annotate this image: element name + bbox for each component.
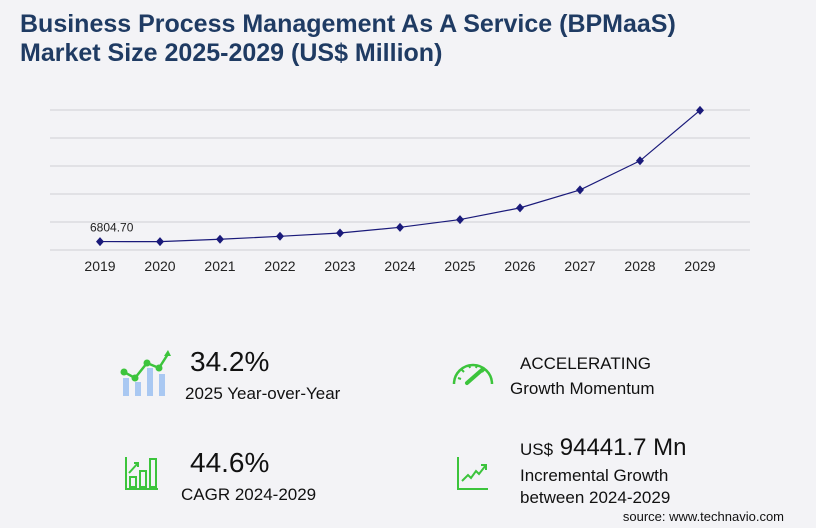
data-point-2024 xyxy=(396,222,404,232)
data-point-2027 xyxy=(576,185,584,195)
x-tick-label: 2022 xyxy=(264,258,295,274)
currency-prefix: US$ xyxy=(520,440,554,459)
x-tick-label: 2019 xyxy=(84,258,115,274)
x-tick-label: 2023 xyxy=(324,258,355,274)
data-point-2021 xyxy=(216,234,224,244)
chart-title: Business Process Management As A Service… xyxy=(20,10,676,68)
data-point-2026 xyxy=(516,203,524,213)
speedometer-icon xyxy=(452,363,494,385)
data-point-2020 xyxy=(156,237,164,247)
incremental-label-1: Incremental Growth xyxy=(520,466,669,485)
line-chart: 2019 2020 2021 2022 2023 2024 2025 2026 2027 2028… xyxy=(50,105,750,274)
yoy-value: 34.2% xyxy=(190,346,270,377)
title-line-1: Business Process Management As A Service… xyxy=(20,10,676,38)
yoy-label: 2025 Year-over-Year xyxy=(185,384,341,403)
data-point-2023 xyxy=(336,228,344,238)
incremental-amount: 94441.7 Mn xyxy=(559,434,687,461)
title-line-2: Market Size 2025-2029 (US$ Million) xyxy=(20,39,443,67)
x-tick-label: 2027 xyxy=(564,258,595,274)
data-point-2025 xyxy=(456,215,464,225)
data-point-2022 xyxy=(276,231,284,241)
x-tick-label: 2020 xyxy=(144,258,175,274)
x-tick-label: 2026 xyxy=(504,258,535,274)
cagr-value: 44.6% xyxy=(190,447,270,478)
line-growth-icon xyxy=(457,457,488,490)
data-label: 6804.70 xyxy=(90,221,134,235)
source-text: source: www.technavio.com xyxy=(622,509,784,524)
x-tick-label: 2024 xyxy=(384,258,415,274)
bar-trend-icon xyxy=(120,350,171,396)
x-tick-label: 2028 xyxy=(624,258,655,274)
x-tick-label: 2021 xyxy=(204,258,235,274)
data-point-2029 xyxy=(696,105,704,115)
bar-chart-growth-icon xyxy=(125,457,158,490)
momentum-label: Growth Momentum xyxy=(510,379,655,398)
incremental-label-2: between 2024-2029 xyxy=(520,488,671,507)
x-tick-label: 2025 xyxy=(444,258,475,274)
incremental-value: US$ 94441.7 Mn xyxy=(520,434,687,462)
x-tick-label: 2029 xyxy=(684,258,715,274)
cagr-label: CAGR 2024-2029 xyxy=(181,485,317,504)
momentum-value: ACCELERATING xyxy=(520,354,651,373)
data-point-2028 xyxy=(636,156,644,166)
data-point-2019 xyxy=(96,237,104,247)
